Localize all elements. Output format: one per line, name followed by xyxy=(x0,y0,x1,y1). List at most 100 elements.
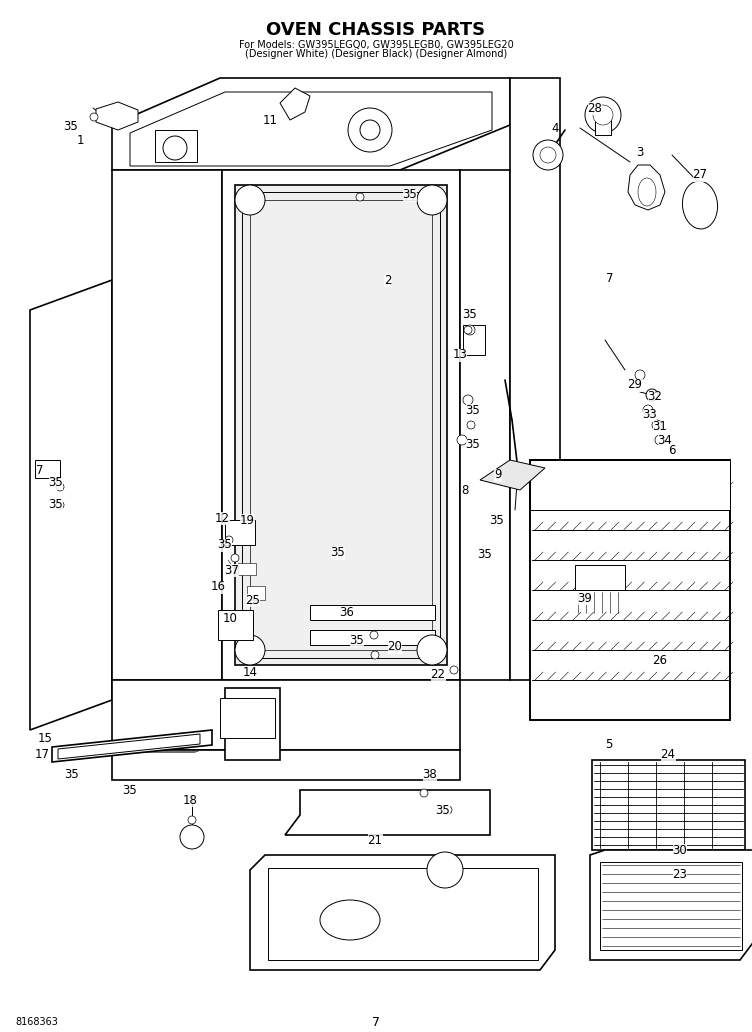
Text: 35: 35 xyxy=(402,189,417,201)
FancyBboxPatch shape xyxy=(463,325,485,355)
Text: 35: 35 xyxy=(465,404,481,417)
Text: 28: 28 xyxy=(587,101,602,115)
Text: 35: 35 xyxy=(331,547,345,559)
Polygon shape xyxy=(250,854,555,970)
Polygon shape xyxy=(58,734,200,759)
Text: 31: 31 xyxy=(653,420,668,433)
Polygon shape xyxy=(112,750,460,780)
Text: 22: 22 xyxy=(430,669,445,681)
Circle shape xyxy=(655,436,665,445)
Circle shape xyxy=(235,185,265,215)
Circle shape xyxy=(417,635,447,665)
Text: 35: 35 xyxy=(49,477,63,489)
Text: 16: 16 xyxy=(211,580,226,593)
FancyBboxPatch shape xyxy=(218,610,253,640)
Text: 35: 35 xyxy=(478,548,493,561)
Text: For Models: GW395LEGQ0, GW395LEGB0, GW395LEG20: For Models: GW395LEGQ0, GW395LEGB0, GW39… xyxy=(238,40,514,50)
Text: (Designer White) (Designer Black) (Designer Almond): (Designer White) (Designer Black) (Desig… xyxy=(245,49,507,59)
Text: 7: 7 xyxy=(606,271,614,285)
Polygon shape xyxy=(510,78,560,680)
Circle shape xyxy=(356,193,364,201)
Text: 9: 9 xyxy=(494,469,502,482)
Text: 5: 5 xyxy=(605,739,613,751)
Polygon shape xyxy=(52,730,212,762)
Circle shape xyxy=(652,420,662,430)
Ellipse shape xyxy=(638,178,656,206)
Text: 23: 23 xyxy=(672,869,687,881)
Text: 32: 32 xyxy=(647,390,663,404)
Circle shape xyxy=(417,185,447,215)
Text: 39: 39 xyxy=(578,591,593,605)
FancyBboxPatch shape xyxy=(155,130,197,162)
Circle shape xyxy=(188,816,196,824)
FancyBboxPatch shape xyxy=(595,115,611,135)
Polygon shape xyxy=(310,630,435,645)
Text: 33: 33 xyxy=(643,409,657,421)
Circle shape xyxy=(467,421,475,429)
Circle shape xyxy=(444,806,452,814)
Circle shape xyxy=(163,136,187,160)
Text: 35: 35 xyxy=(217,539,232,551)
Circle shape xyxy=(450,666,458,674)
Text: OVEN CHASSIS PARTS: OVEN CHASSIS PARTS xyxy=(266,21,486,39)
Text: 20: 20 xyxy=(387,641,402,653)
Text: 35: 35 xyxy=(435,804,450,816)
Circle shape xyxy=(348,108,392,152)
FancyBboxPatch shape xyxy=(575,565,625,590)
Polygon shape xyxy=(235,185,447,665)
Text: 11: 11 xyxy=(262,114,277,127)
Text: 2: 2 xyxy=(384,273,392,287)
Text: 21: 21 xyxy=(368,834,383,846)
FancyBboxPatch shape xyxy=(35,460,60,478)
Ellipse shape xyxy=(320,900,380,940)
Text: 36: 36 xyxy=(340,606,354,618)
Text: 17: 17 xyxy=(35,748,50,762)
Text: 10: 10 xyxy=(223,612,238,624)
Polygon shape xyxy=(592,760,745,850)
Polygon shape xyxy=(460,170,510,680)
Text: 6: 6 xyxy=(669,444,676,456)
Circle shape xyxy=(225,536,233,544)
Polygon shape xyxy=(530,460,730,720)
Circle shape xyxy=(457,436,467,445)
Circle shape xyxy=(56,483,64,491)
Polygon shape xyxy=(280,88,310,120)
FancyBboxPatch shape xyxy=(530,460,730,510)
Circle shape xyxy=(464,326,472,334)
Text: 8168363: 8168363 xyxy=(15,1017,58,1027)
Text: 37: 37 xyxy=(225,563,239,577)
Circle shape xyxy=(465,325,475,335)
Circle shape xyxy=(370,631,378,639)
Circle shape xyxy=(231,554,239,562)
Circle shape xyxy=(420,789,428,797)
Polygon shape xyxy=(480,460,545,490)
Polygon shape xyxy=(222,170,460,680)
Circle shape xyxy=(235,635,265,665)
Text: 19: 19 xyxy=(239,514,254,526)
Circle shape xyxy=(635,370,645,380)
FancyBboxPatch shape xyxy=(238,563,256,575)
Text: 1: 1 xyxy=(76,133,83,147)
Text: 35: 35 xyxy=(123,783,138,797)
Circle shape xyxy=(180,825,204,849)
Text: 24: 24 xyxy=(660,748,675,762)
FancyBboxPatch shape xyxy=(247,586,265,600)
Circle shape xyxy=(593,105,613,125)
Text: 15: 15 xyxy=(38,732,53,744)
Circle shape xyxy=(90,112,98,121)
Text: 7: 7 xyxy=(372,1015,380,1029)
Text: 38: 38 xyxy=(423,769,438,781)
Polygon shape xyxy=(130,92,492,166)
Circle shape xyxy=(540,147,556,163)
Circle shape xyxy=(427,852,463,888)
Circle shape xyxy=(56,501,64,509)
Circle shape xyxy=(406,193,414,201)
Text: 12: 12 xyxy=(214,512,229,524)
Circle shape xyxy=(533,140,563,170)
Text: 35: 35 xyxy=(64,121,78,133)
Circle shape xyxy=(371,651,379,659)
Polygon shape xyxy=(590,850,752,960)
Circle shape xyxy=(646,389,658,401)
Text: 18: 18 xyxy=(183,794,198,806)
Circle shape xyxy=(463,395,473,405)
